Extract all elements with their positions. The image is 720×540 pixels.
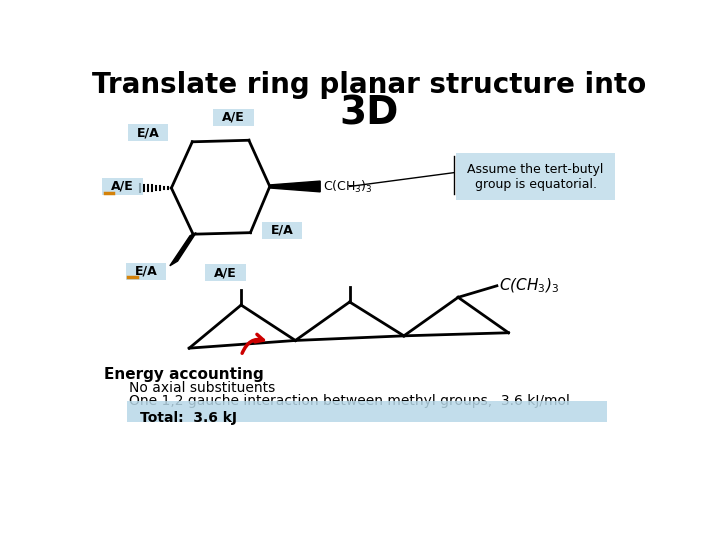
FancyBboxPatch shape bbox=[126, 262, 166, 280]
Polygon shape bbox=[170, 233, 196, 266]
Text: A/E: A/E bbox=[215, 266, 237, 279]
Text: A/E: A/E bbox=[222, 111, 245, 124]
Text: Energy accounting: Energy accounting bbox=[104, 367, 264, 382]
FancyBboxPatch shape bbox=[102, 178, 143, 195]
Text: C(CH$_3$)$_3$: C(CH$_3$)$_3$ bbox=[499, 276, 559, 295]
Text: A/E: A/E bbox=[111, 180, 134, 193]
Text: E/A: E/A bbox=[135, 265, 157, 278]
Text: 3D: 3D bbox=[339, 94, 399, 132]
FancyArrowPatch shape bbox=[242, 334, 264, 353]
FancyBboxPatch shape bbox=[205, 264, 246, 281]
FancyBboxPatch shape bbox=[127, 401, 607, 422]
FancyBboxPatch shape bbox=[456, 153, 616, 200]
Text: No axial substituents: No axial substituents bbox=[129, 381, 275, 395]
Text: Assume the tert-butyl
group is equatorial.: Assume the tert-butyl group is equatoria… bbox=[467, 163, 604, 191]
Text: Translate ring planar structure into: Translate ring planar structure into bbox=[92, 71, 646, 99]
FancyBboxPatch shape bbox=[262, 222, 302, 239]
FancyBboxPatch shape bbox=[128, 124, 168, 141]
Text: E/A: E/A bbox=[137, 126, 160, 139]
Text: Total:  3.6 kJ: Total: 3.6 kJ bbox=[140, 411, 238, 426]
FancyBboxPatch shape bbox=[213, 109, 253, 126]
Text: One 1,2 gauche interaction between methyl groups,  3.6 kJ/mol: One 1,2 gauche interaction between methy… bbox=[129, 394, 570, 408]
Text: C(CH$_3$)$_3$: C(CH$_3$)$_3$ bbox=[323, 178, 373, 194]
Text: E/A: E/A bbox=[271, 224, 294, 237]
Polygon shape bbox=[270, 181, 320, 192]
